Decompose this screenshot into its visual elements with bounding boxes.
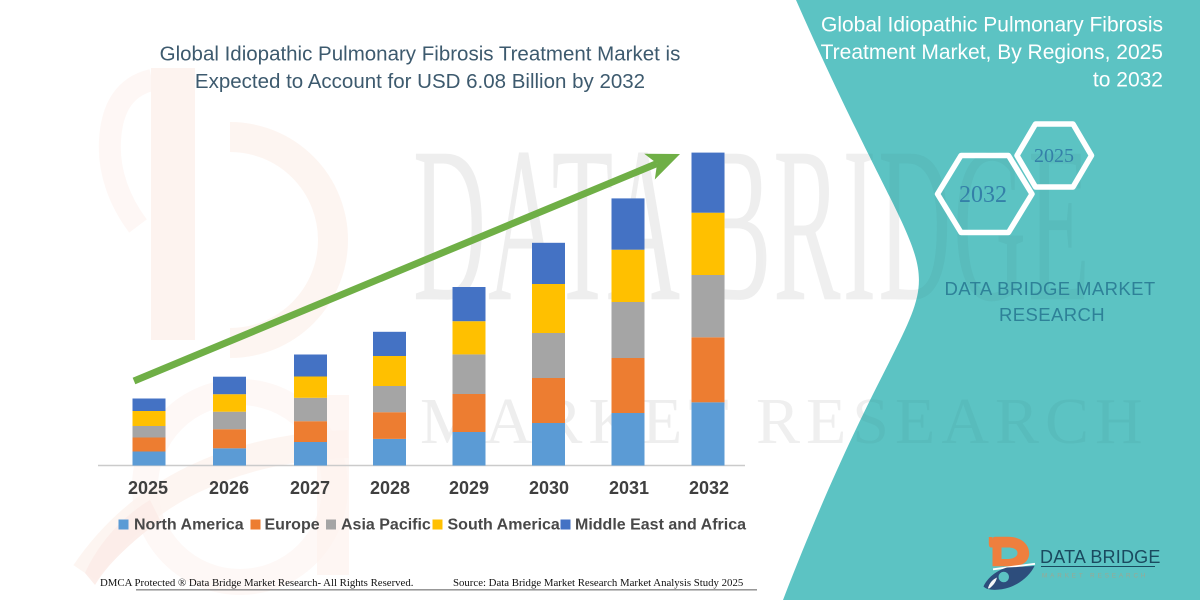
svg-text:2030: 2030: [529, 478, 569, 498]
svg-text:Treatment Market, By Regions,: Treatment Market, By Regions, 2025: [821, 41, 1163, 64]
svg-text:Source: Data Bridge Market Res: Source: Data Bridge Market Research Mark…: [453, 577, 743, 589]
svg-text:DATA BRIDGE: DATA BRIDGE: [413, 102, 1092, 348]
svg-text:2027: 2027: [290, 478, 330, 498]
svg-text:RESEARCH: RESEARCH: [999, 304, 1105, 325]
svg-text:2028: 2028: [370, 478, 410, 498]
svg-text:to 2032: to 2032: [1093, 69, 1163, 92]
svg-text:Global Idiopathic Pulmonary Fi: Global Idiopathic Pulmonary Fibrosis: [821, 14, 1163, 37]
svg-text:2031: 2031: [609, 478, 649, 498]
svg-text:Middle East and Africa: Middle East and Africa: [575, 517, 746, 534]
svg-text:2025: 2025: [128, 478, 168, 498]
svg-text:MARKET RESEARCH: MARKET RESEARCH: [1042, 573, 1148, 580]
svg-text:Global Idiopathic Pulmonary Fi: Global Idiopathic Pulmonary Fibrosis Tre…: [160, 43, 681, 66]
svg-text:2032: 2032: [959, 182, 1007, 208]
svg-text:Asia Pacific: Asia Pacific: [341, 517, 431, 534]
svg-text:DATA BRIDGE: DATA BRIDGE: [1040, 547, 1161, 567]
svg-text:2029: 2029: [449, 478, 489, 498]
svg-text:DATA BRIDGE MARKET: DATA BRIDGE MARKET: [944, 278, 1155, 299]
svg-text:South America: South America: [448, 517, 560, 534]
svg-text:MARKET RESEARCH: MARKET RESEARCH: [420, 385, 1149, 458]
svg-text:2025: 2025: [1034, 145, 1074, 167]
svg-text:North America: North America: [134, 517, 244, 534]
svg-text:Expected to Account for USD 6.: Expected to Account for USD 6.08 Billion…: [195, 70, 645, 93]
svg-text:2026: 2026: [209, 478, 249, 498]
svg-text:Europe: Europe: [265, 517, 320, 534]
svg-text:2032: 2032: [689, 478, 729, 498]
svg-text:DMCA Protected ® Data Bridge M: DMCA Protected ® Data Bridge Market Rese…: [100, 577, 413, 589]
